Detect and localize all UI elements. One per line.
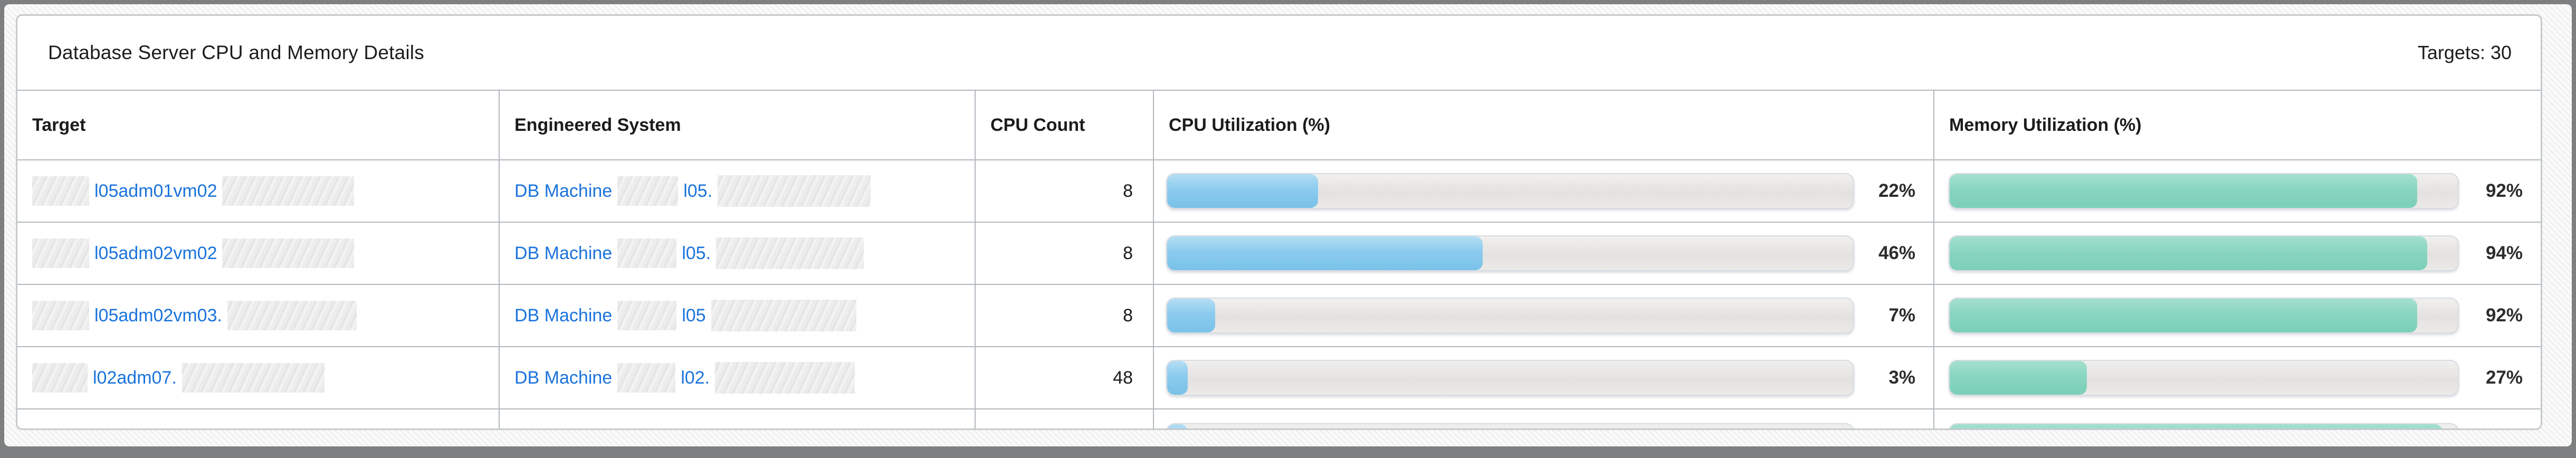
memory-utilization-bar xyxy=(1949,423,2459,428)
engineered-system-link[interactable]: l05 xyxy=(682,305,706,326)
memory-utilization-bar-fill xyxy=(1950,424,2443,428)
column-header-target[interactable]: Target xyxy=(17,91,500,159)
table-header-row: Target Engineered System CPU Count CPU U… xyxy=(17,91,2541,160)
cpu-utilization-bar xyxy=(1166,235,1854,271)
target-cell: l02adm07. xyxy=(17,347,500,408)
cpu-utilization-bar-fill xyxy=(1167,174,1318,208)
memory-utilization-bar-fill xyxy=(1950,299,2417,332)
cpu-utilization-value: 7% xyxy=(1888,305,1915,326)
engineered-system-link[interactable]: DB Machine xyxy=(514,180,613,201)
redacted-text-block xyxy=(617,301,677,330)
redacted-text-block xyxy=(182,363,325,393)
panel-title: Database Server CPU and Memory Details xyxy=(48,42,424,63)
engineered-system-link[interactable]: l05. xyxy=(683,180,713,201)
cpu-count-cell: 48 xyxy=(976,347,1154,408)
cpu-count-cell xyxy=(976,409,1154,428)
cpu-utilization-bar xyxy=(1166,423,1854,428)
details-table: Target Engineered System CPU Count CPU U… xyxy=(17,90,2541,428)
table-row: l05adm02vm02 DB Machine l05. 8 46% xyxy=(17,223,2541,285)
cpu-utilization-bar-fill xyxy=(1167,361,1188,395)
target-cell: l05adm02vm03. xyxy=(17,285,500,346)
redacted-text-block xyxy=(32,238,89,268)
memory-utilization-bar xyxy=(1949,298,2459,333)
redacted-text-block xyxy=(227,301,357,330)
target-cell: l05adm01vm02 xyxy=(17,160,500,222)
table-row: l05adm02vm03. DB Machine l05 8 7% 9 xyxy=(17,285,2541,347)
memory-utilization-bar xyxy=(1949,173,2459,209)
memory-utilization-cell: 92% xyxy=(1934,285,2541,346)
engineered-system-link[interactable]: DB Machine xyxy=(514,305,613,326)
column-header-memory-utilization[interactable]: Memory Utilization (%) xyxy=(1949,115,2142,135)
engineered-system-link[interactable]: DB Machine xyxy=(514,243,613,263)
engineered-system-link[interactable]: DB Machine xyxy=(514,367,613,388)
engineered-system-cell: DB Machine l02. xyxy=(500,347,976,408)
cpu-utilization-cell: 3% xyxy=(1154,347,1934,408)
memory-utilization-bar xyxy=(1949,360,2459,396)
engineered-system-link[interactable]: l02. xyxy=(681,367,710,388)
cpu-utilization-bar xyxy=(1166,173,1854,209)
engineered-system-cell: DB Machine l05. xyxy=(500,160,976,222)
cpu-utilization-bar-fill xyxy=(1167,424,1188,428)
redacted-text-block xyxy=(716,237,864,269)
cpu-utilization-cell: 46% xyxy=(1154,223,1934,284)
engineered-system-cell: DB Machine l05. xyxy=(500,223,976,284)
memory-utilization-value: 27% xyxy=(2485,367,2523,388)
redacted-text-block xyxy=(617,238,677,268)
column-header-cpu-utilization[interactable]: CPU Utilization (%) xyxy=(1154,91,1934,159)
memory-utilization-bar xyxy=(1949,235,2459,271)
memory-utilization-bar-fill xyxy=(1950,361,2087,395)
redacted-text-block xyxy=(711,300,856,331)
cpu-utilization-value: 46% xyxy=(1878,243,1915,263)
cpu-count-cell: 8 xyxy=(976,285,1154,346)
panel-header: Database Server CPU and Memory Details T… xyxy=(17,16,2541,90)
redacted-text-block xyxy=(32,363,88,393)
cpu-utilization-value: 22% xyxy=(1878,180,1915,201)
cpu-utilization-cell: 22% xyxy=(1154,160,1934,222)
redacted-text-block xyxy=(222,238,355,268)
redacted-text-block xyxy=(32,176,89,206)
target-cell: l05adm02vm02 xyxy=(17,223,500,284)
memory-utilization-bar-fill xyxy=(1950,174,2417,208)
table-row: l02adm07. DB Machine l02. 48 3% 27% xyxy=(17,347,2541,409)
table-row: l05adm01vm02 DB Machine l05. 8 22% xyxy=(17,160,2541,223)
cpu-utilization-bar xyxy=(1166,360,1854,396)
cpu-memory-details-panel: Database Server CPU and Memory Details T… xyxy=(16,14,2542,430)
cpu-count-cell: 8 xyxy=(976,223,1154,284)
cpu-utilization-bar-fill xyxy=(1167,299,1215,332)
engineered-system-cell: DB Machine l05 xyxy=(500,285,976,346)
redacted-text-block xyxy=(32,301,89,330)
redacted-text-block xyxy=(617,176,679,206)
memory-utilization-cell: 27% xyxy=(1934,347,2541,408)
memory-utilization-cell: 92% xyxy=(1934,160,2541,222)
cpu-utilization-cell: 7% xyxy=(1154,285,1934,346)
redacted-text-block xyxy=(222,176,355,206)
memory-utilization-value: 94% xyxy=(2485,243,2523,263)
redacted-text-block xyxy=(718,175,871,207)
memory-utilization-cell xyxy=(1934,409,2541,428)
target-cell xyxy=(17,409,500,428)
cpu-utilization-bar xyxy=(1166,298,1854,333)
memory-utilization-bar-fill xyxy=(1950,236,2428,270)
redacted-text-block xyxy=(617,363,676,393)
cpu-utilization-bar-fill xyxy=(1167,236,1483,270)
table-row-partial xyxy=(17,409,2541,428)
cpu-utilization-value: 3% xyxy=(1888,367,1915,388)
target-link[interactable]: l05adm02vm02 xyxy=(94,243,217,263)
engineered-system-cell xyxy=(500,409,976,428)
column-header-engineered-system[interactable]: Engineered System xyxy=(500,91,976,159)
column-header-cpu-count[interactable]: CPU Count xyxy=(976,91,1154,159)
cpu-count-cell: 8 xyxy=(976,160,1154,222)
engineered-system-link[interactable]: l05. xyxy=(682,243,711,263)
target-link[interactable]: l05adm01vm02 xyxy=(94,180,217,201)
cpu-utilization-cell xyxy=(1154,409,1934,428)
memory-utilization-cell: 94% xyxy=(1934,223,2541,284)
memory-utilization-value: 92% xyxy=(2485,180,2523,201)
redacted-text-block xyxy=(715,362,855,394)
memory-utilization-value: 92% xyxy=(2485,305,2523,326)
targets-count: Targets: 30 xyxy=(2417,42,2512,63)
target-link[interactable]: l02adm07. xyxy=(93,367,177,388)
target-link[interactable]: l05adm02vm03. xyxy=(94,305,222,326)
